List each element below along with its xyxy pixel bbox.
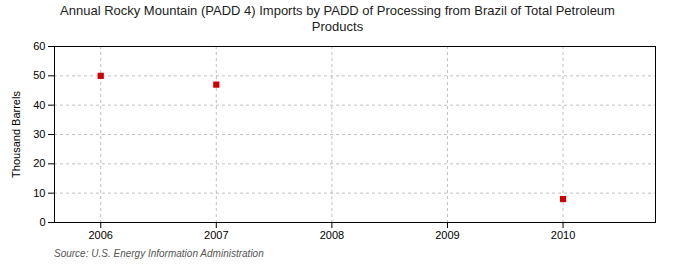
svg-text:30: 30 <box>33 128 45 140</box>
svg-text:2009: 2009 <box>435 229 459 241</box>
svg-text:2007: 2007 <box>204 229 228 241</box>
svg-text:10: 10 <box>33 187 45 199</box>
html-text:Annual Rocky Mountain (PADD 4): Annual Rocky Mountain (PADD 4) Imports b… <box>60 3 615 34</box>
svg-text:50: 50 <box>33 70 45 82</box>
svg-text:0: 0 <box>39 216 45 228</box>
svg-text:Thousand Barrels: Thousand Barrels <box>10 91 22 178</box>
svg-text:2010: 2010 <box>551 229 575 241</box>
svg-text:60: 60 <box>33 40 45 52</box>
svg-text:20: 20 <box>33 158 45 170</box>
svg-text:2008: 2008 <box>320 229 344 241</box>
html-text:Source: U.S. Energy Informatio: Source: U.S. Energy Information Administ… <box>54 248 264 260</box>
svg-text:40: 40 <box>33 99 45 111</box>
svg-text:2006: 2006 <box>88 229 112 241</box>
